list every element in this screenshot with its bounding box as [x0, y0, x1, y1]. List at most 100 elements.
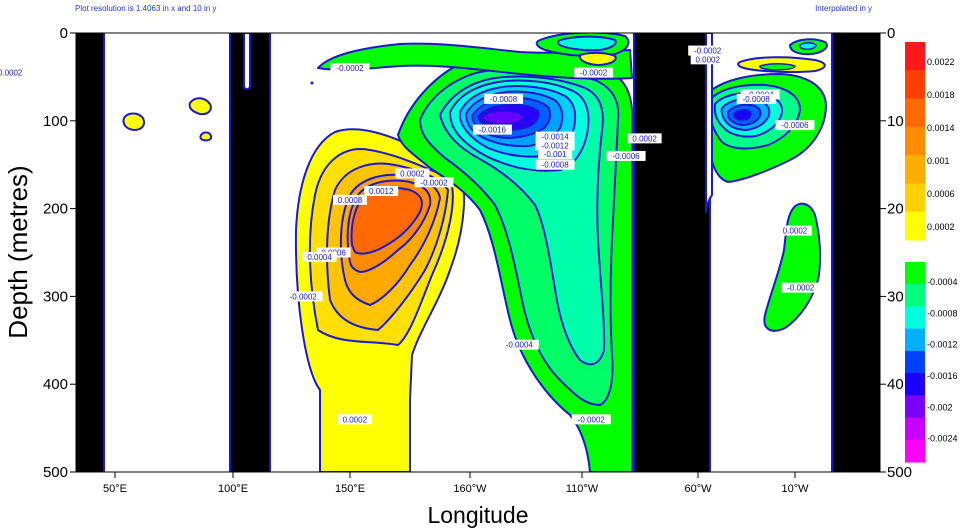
contour-label-bg: [330, 63, 370, 74]
contour-label-text: 0.0002: [695, 55, 720, 64]
contour-label-text: -0.0008: [743, 95, 771, 104]
contour-label-bg: [499, 339, 539, 350]
interpolation-note: Interpolated in y: [815, 4, 872, 13]
colorbar-label: -0.0024: [927, 434, 958, 444]
contour-label: -0.0016: [472, 124, 512, 135]
contour-label: 0.0002: [395, 168, 430, 179]
colorbar: 0.0022 0.0018 0.0014 0.001 0.0006 0.0002 -0.00…: [905, 42, 958, 463]
contour-label: 0.0002: [627, 133, 662, 144]
y-axis-left: 0 100 200 300 400 500: [43, 25, 76, 481]
contour-label: -0.0014: [535, 131, 575, 142]
contour-label: -0.0002: [330, 63, 370, 74]
x-tick-label: 100°E: [218, 483, 248, 495]
x-tick-label: 10°W: [781, 483, 809, 495]
x-tick-label: 50°E: [103, 483, 127, 495]
colorbar-label: 0.0014: [927, 123, 955, 133]
contour-label-bg: [414, 177, 454, 188]
contour-label-text: -0.0008: [490, 95, 518, 104]
contour-label-bg: [0, 67, 29, 78]
contour-dot: [310, 81, 314, 85]
contour-label-bg: [627, 133, 662, 144]
contour-label-bg: [690, 54, 725, 65]
y-tick-label: 400: [43, 376, 68, 393]
contour-label: 0.0002: [337, 414, 372, 425]
contour-label-bg: [337, 414, 372, 425]
contour-label-text: -0.0002: [694, 47, 722, 56]
contour-label: -0.0006: [606, 150, 646, 161]
contour-label: -0.0008: [484, 93, 524, 104]
contour-label-bg: [302, 251, 337, 262]
positive-blob-2: [188, 97, 212, 116]
right-y-tick-label: 30: [887, 288, 904, 305]
x-tick-label: 60°W: [684, 483, 712, 495]
right-y-tick-label: 20: [887, 201, 904, 218]
contour-label: -0.0002: [688, 45, 728, 56]
right-y-tick-label: 0: [887, 25, 895, 42]
colorbar-swatch-positive: [905, 98, 925, 128]
contour-label-bg: [775, 120, 815, 131]
colorbar-label: 0.001: [927, 156, 950, 166]
contour-label-text: 0.0002: [783, 227, 808, 236]
x-tick-label: 150°E: [335, 483, 365, 495]
colorbar-swatch-negative: [905, 395, 925, 419]
contour-label-text: -0.0002: [290, 292, 318, 301]
land-mask-2: [230, 33, 270, 472]
land-mask-3: [634, 33, 710, 472]
colorbar-swatch-negative: [905, 417, 925, 441]
contour-label-text: -0.0002: [787, 284, 815, 293]
colorbar-label: -0.002: [927, 402, 953, 412]
contour-label-text: -0.0002: [336, 64, 364, 73]
contour-label-text: 0.0002: [632, 134, 657, 143]
negative-contour-0018-main: [481, 110, 525, 125]
colorbar-swatch-positive: [905, 126, 925, 156]
y-axis-title: Depth (metres): [3, 165, 33, 338]
x-tick-label: 110°W: [566, 483, 599, 495]
colorbar-swatch-positive: [905, 211, 925, 241]
positive-blob-1: [122, 112, 145, 131]
right-y-tick-label: 500: [887, 464, 912, 481]
contour-label-text: -0.0004: [506, 341, 534, 350]
contour-label-text: 0.0008: [338, 196, 363, 205]
contour-label: -0.0002: [781, 282, 821, 293]
colorbar-swatch-negative: [905, 284, 925, 307]
land-notch-3: [705, 33, 713, 213]
contour-label: -0.0008: [736, 93, 776, 104]
contour-label: 0.0008: [333, 194, 367, 205]
contour-label-bg: [778, 225, 812, 236]
colorbar-swatch-negative: [905, 262, 925, 285]
contour-label: -0.001: [538, 149, 573, 160]
contour-label-bg: [688, 45, 728, 56]
contour-label-text: -0.0002: [578, 415, 606, 424]
colorbar-swatch-positive: [905, 155, 925, 184]
right-y-tick-label: 40: [887, 376, 904, 393]
colorbar-label: -0.0008: [927, 308, 958, 318]
positive-contour-top-lens: [579, 51, 617, 66]
x-axis-title: Longitude: [427, 502, 528, 528]
contour-label-text: 0.0012: [369, 187, 394, 196]
colorbar-swatch-negative: [905, 328, 925, 352]
colorbar-swatch-positive: [905, 183, 925, 213]
contour-label-bg: [484, 93, 524, 104]
colorbar-swatch-positive: [905, 42, 925, 71]
colorbar-swatch-positive: [905, 70, 925, 100]
colorbar-swatch-negative: [905, 306, 925, 330]
y-tick-label: 200: [43, 201, 68, 218]
contour-label-bg: [472, 124, 512, 135]
contour-label-bg: [535, 131, 575, 142]
contour-label-text: -0.0012: [542, 141, 570, 150]
plot-frame: [75, 32, 881, 473]
contour-label-bg: [736, 93, 776, 104]
contour-label-text: -0.001: [544, 150, 567, 159]
contour-label-text: 0.0002: [400, 169, 425, 178]
contour-label: -0.0002: [0, 67, 29, 78]
contour-label-bg: [283, 291, 323, 302]
contour-label: -0.0002: [571, 414, 611, 425]
contour-label-text: -0.0016: [479, 126, 507, 135]
contour-label: -0.0012: [535, 140, 575, 151]
positive-blob-3: [199, 131, 213, 142]
colorbar-label: 0.0002: [927, 222, 955, 232]
colorbar-swatch-negative: [905, 373, 925, 396]
contour-label-text: -0.0006: [613, 152, 641, 161]
contour-label-text: -0.0002: [420, 178, 448, 187]
contour-label-text: -0.0002: [0, 69, 23, 78]
